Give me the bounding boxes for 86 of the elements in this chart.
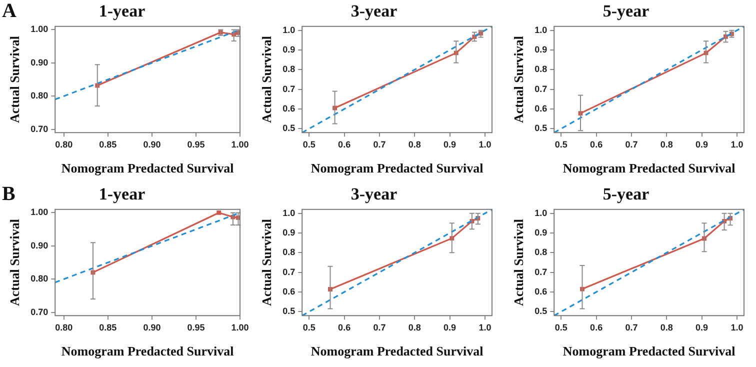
y-tick-label: 0.8 xyxy=(534,247,548,258)
x-tick-label: 0.80 xyxy=(55,139,73,150)
y-axis-title: Actual Survival xyxy=(259,218,274,306)
y-tick-label: 1.0 xyxy=(282,24,296,35)
y-tick-label: 1.00 xyxy=(30,24,48,34)
y-tick-label: 0.70 xyxy=(30,124,48,134)
y-tick-label: 0.9 xyxy=(282,44,296,54)
x-axis-title: Nomogram Predacted Survival xyxy=(310,160,484,176)
x-tick-label: 0.6 xyxy=(590,322,603,332)
y-axis-title: Actual Survival xyxy=(7,36,22,124)
x-tick-label: 0.9 xyxy=(444,322,456,332)
x-tick-label: 0.6 xyxy=(590,139,603,150)
y-tick-label: 0.6 xyxy=(534,286,548,296)
y-tick-label: 1.0 xyxy=(282,208,296,218)
y-tick-label: 0.9 xyxy=(534,227,548,238)
y-tick-label: 0.7 xyxy=(534,84,548,94)
chart-title: 1-year xyxy=(98,2,146,21)
x-tick-label: 0.6 xyxy=(338,139,351,150)
x-tick-label: 0.5 xyxy=(554,322,568,332)
y-tick-label: 0.5 xyxy=(534,123,548,134)
y-tick-label: 0.9 xyxy=(282,227,296,238)
chart-title: 5-year xyxy=(602,184,650,204)
x-tick-label: 0.85 xyxy=(99,322,117,332)
y-tick-label: 0.5 xyxy=(534,306,548,316)
y-tick-label: 0.90 xyxy=(30,57,48,68)
x-tick-label: 0.5 xyxy=(302,139,316,150)
x-tick-label: 0.6 xyxy=(338,322,351,332)
y-tick-label: 0.70 xyxy=(30,306,48,317)
y-tick-label: 0.8 xyxy=(282,247,296,258)
x-tick-label: 0.5 xyxy=(302,322,316,332)
x-tick-label: 0.90 xyxy=(143,322,161,332)
y-tick-label: 0.7 xyxy=(534,266,548,277)
x-axis-title: Nomogram Predacted Survival xyxy=(61,160,234,176)
x-tick-label: 0.80 xyxy=(55,322,73,332)
x-tick-label: 1.00 xyxy=(231,139,249,150)
y-tick-label: 0.6 xyxy=(534,103,548,114)
x-tick-label: 1.0 xyxy=(478,139,492,150)
x-tick-label: 0.85 xyxy=(99,139,117,150)
x-axis-title: Nomogram Predacted Survival xyxy=(61,344,234,359)
y-tick-label: 0.90 xyxy=(30,240,48,250)
y-tick-label: 1.0 xyxy=(534,208,548,218)
x-tick-label: 0.7 xyxy=(373,322,386,332)
chart-title: 5-year xyxy=(602,2,650,21)
x-tick-label: 1.0 xyxy=(730,139,744,150)
y-tick-label: 0.5 xyxy=(282,123,296,134)
y-tick-label: 0.5 xyxy=(282,306,296,316)
text: B xyxy=(2,183,16,206)
x-tick-label: 0.5 xyxy=(554,139,568,150)
x-tick-label: 0.9 xyxy=(444,139,456,150)
y-tick-label: 1.0 xyxy=(534,24,548,35)
x-tick-label: 1.0 xyxy=(730,322,744,332)
chart-title: 3-year xyxy=(350,2,398,21)
x-tick-label: 1.0 xyxy=(478,322,492,332)
x-tick-label: 0.8 xyxy=(660,139,673,150)
x-tick-label: 0.7 xyxy=(373,139,386,150)
x-axis-title: Nomogram Predacted Survival xyxy=(310,344,484,359)
y-tick-label: 0.7 xyxy=(282,266,296,277)
y-tick-label: 0.9 xyxy=(534,44,548,54)
x-tick-label: 1.00 xyxy=(231,322,249,332)
y-axis-title: Actual Survival xyxy=(7,218,22,306)
y-tick-label: 0.8 xyxy=(282,64,296,74)
y-tick-label: 0.6 xyxy=(282,286,296,296)
x-tick-label: 0.9 xyxy=(696,139,708,150)
x-tick-label: 0.8 xyxy=(408,322,421,332)
y-axis-title: Actual Survival xyxy=(511,218,526,306)
y-tick-label: 0.6 xyxy=(282,103,296,114)
x-axis-title: Nomogram Predacted Survival xyxy=(562,344,736,359)
y-tick-label: 0.80 xyxy=(30,90,48,101)
chart-title: 1-year xyxy=(98,184,146,204)
y-axis-title: Actual Survival xyxy=(259,36,274,124)
chart-title: 3-year xyxy=(350,184,398,204)
x-tick-label: 0.8 xyxy=(408,139,421,150)
x-tick-label: 0.7 xyxy=(625,139,638,150)
x-tick-label: 0.8 xyxy=(660,322,673,332)
x-tick-label: 0.9 xyxy=(696,322,708,332)
x-tick-label: 0.95 xyxy=(187,139,205,150)
y-tick-label: 0.80 xyxy=(30,274,48,284)
y-tick-label: 1.00 xyxy=(30,207,48,218)
y-tick-label: 0.8 xyxy=(534,64,548,74)
x-tick-label: 0.95 xyxy=(187,322,205,332)
x-axis-title: Nomogram Predacted Survival xyxy=(562,160,736,176)
y-tick-label: 0.7 xyxy=(282,84,296,94)
x-tick-label: 0.90 xyxy=(143,139,161,150)
y-axis-title: Actual Survival xyxy=(511,36,526,124)
x-tick-label: 0.7 xyxy=(625,322,638,332)
text: A xyxy=(2,0,16,23)
